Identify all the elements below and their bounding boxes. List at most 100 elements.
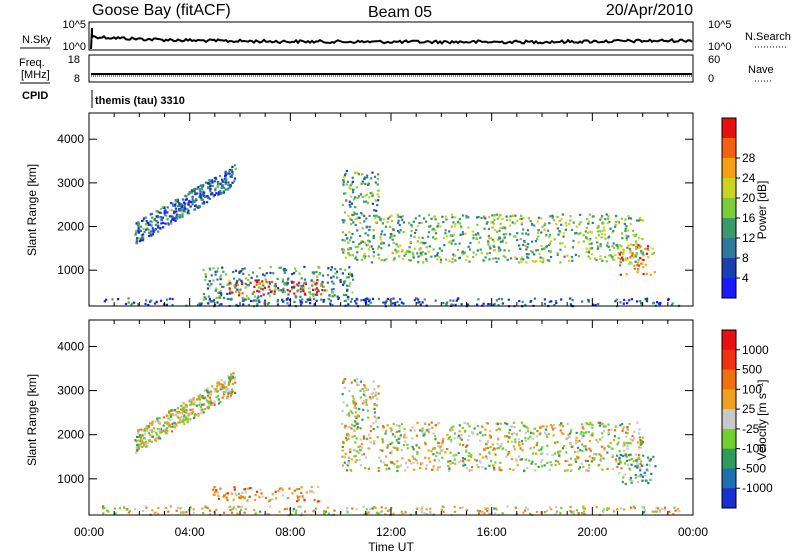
velocity-cell-308 xyxy=(176,407,179,410)
velocity-cell-560 xyxy=(629,442,632,445)
power-cell-902 xyxy=(516,239,519,242)
power-cell-835 xyxy=(384,225,387,228)
power-cell-1214 xyxy=(430,255,433,258)
velocity-cell-1531 xyxy=(223,511,226,514)
power-cell-1720 xyxy=(384,302,387,305)
power-cell-199 xyxy=(234,167,237,170)
power-cell-405 xyxy=(265,281,268,284)
power-cell-412 xyxy=(237,290,240,293)
power-cell-1148 xyxy=(409,234,413,237)
velocity-cell-963 xyxy=(564,459,567,463)
power-cell-1063 xyxy=(414,217,417,220)
power-cell-132 xyxy=(210,179,214,182)
velocity-cell-784 xyxy=(484,433,487,436)
velocity-cell-661 xyxy=(428,460,431,463)
velocity-cell-1114 xyxy=(395,424,399,427)
velocity-cell-718 xyxy=(534,469,537,472)
velocity-cell-762 xyxy=(595,453,598,456)
velocity-cell-892 xyxy=(607,431,610,434)
power-cell-1415 xyxy=(527,233,530,236)
power-cell-1611 xyxy=(389,299,392,302)
power-cell-790 xyxy=(571,246,575,249)
power-cell-29 xyxy=(136,237,139,240)
power-cell-611 xyxy=(234,290,237,293)
velocity-cell-367 xyxy=(212,488,215,491)
velocity-cell-1270 xyxy=(649,458,652,461)
power-cell-620 xyxy=(238,271,241,274)
velocity-cell-329 xyxy=(183,406,186,409)
velocity-cell-886 xyxy=(462,464,465,467)
power-cell-1265 xyxy=(466,255,469,258)
velocity-cell-1312 xyxy=(650,472,653,475)
power-cell-753 xyxy=(508,224,512,227)
velocity-cell-625 xyxy=(582,431,585,434)
velocity-cell-788 xyxy=(343,426,346,429)
power-cell-1602 xyxy=(587,300,590,303)
velocity-cell-1280 xyxy=(627,454,631,457)
power-cell-810 xyxy=(417,261,420,264)
velocity-cell-353 xyxy=(148,439,151,442)
power-cell-1161 xyxy=(538,252,541,255)
velocity-cell-324 xyxy=(220,383,223,386)
power-cell-663 xyxy=(334,272,337,275)
velocity-cell-630 xyxy=(585,431,588,434)
power-cell-1572 xyxy=(630,254,633,257)
power-cell-1338 xyxy=(349,254,352,257)
velocity-cell-451 xyxy=(600,457,603,460)
power-cell-1524 xyxy=(651,247,654,250)
power-cell-868 xyxy=(599,243,602,246)
power-cell-1630 xyxy=(369,301,372,304)
power-cell-628 xyxy=(296,290,299,293)
velocity-cell-603 xyxy=(427,449,430,452)
power-cell-387 xyxy=(255,281,258,284)
velocity-cell-14 xyxy=(199,408,202,411)
power-cell-914 xyxy=(539,260,542,263)
power-cell-216 xyxy=(137,237,141,240)
power-cell-1358 xyxy=(545,245,548,248)
power-cell-740 xyxy=(535,260,538,263)
power-cell-1053 xyxy=(587,222,590,225)
power-cell-1692 xyxy=(487,303,490,306)
velocity-cell-8 xyxy=(162,429,165,432)
velocity-cell-1223 xyxy=(377,416,380,419)
velocity-cell-672 xyxy=(554,459,558,462)
velocity-cell-566 xyxy=(597,421,600,424)
power-cell-986 xyxy=(588,249,591,252)
power-cell-1072 xyxy=(442,236,446,239)
power-cell-1292 xyxy=(623,222,626,225)
power-cell-1240 xyxy=(465,214,468,217)
velocity-cell-281 xyxy=(158,427,161,430)
power-colorbar-label-1: 8 xyxy=(742,251,749,265)
velocity-cell-187 xyxy=(158,417,161,420)
velocity-cell-139 xyxy=(220,379,223,382)
velocity-cell-201 xyxy=(180,408,183,411)
power-cell-674 xyxy=(290,288,293,291)
velocity-cell-226 xyxy=(141,434,144,437)
power-cell-473 xyxy=(219,290,222,293)
power-cell-573 xyxy=(319,284,323,287)
power-colorbar-label-0: 4 xyxy=(742,271,749,285)
power-cell-1042 xyxy=(641,238,644,241)
power-cell-1353 xyxy=(565,224,568,227)
velocity-cell-1184 xyxy=(375,391,378,394)
velocity-cell-1355 xyxy=(292,509,295,513)
power-cell-994 xyxy=(467,245,470,248)
power-cell-1211 xyxy=(463,251,466,254)
velocity-cell-524 xyxy=(532,446,535,449)
power-cell-1520 xyxy=(376,215,379,218)
power-cell-1069 xyxy=(413,247,416,250)
power-cell-268 xyxy=(199,184,202,187)
power-cell-315 xyxy=(224,173,227,176)
velocity-cell-1036 xyxy=(611,455,614,458)
velocity-cell-1030 xyxy=(621,454,624,457)
power-cell-527 xyxy=(273,292,276,295)
power-cell-927 xyxy=(420,221,423,224)
power-cell-207 xyxy=(180,208,183,211)
nave-label: Nave xyxy=(748,64,774,76)
power-cell-582 xyxy=(291,273,294,276)
power-cell-503 xyxy=(281,291,284,294)
velocity-cell-1491 xyxy=(179,507,182,510)
velocity-cell-150 xyxy=(197,398,200,401)
velocity-cell-1327 xyxy=(572,510,576,513)
time-axis-title: Time UT xyxy=(368,540,414,554)
